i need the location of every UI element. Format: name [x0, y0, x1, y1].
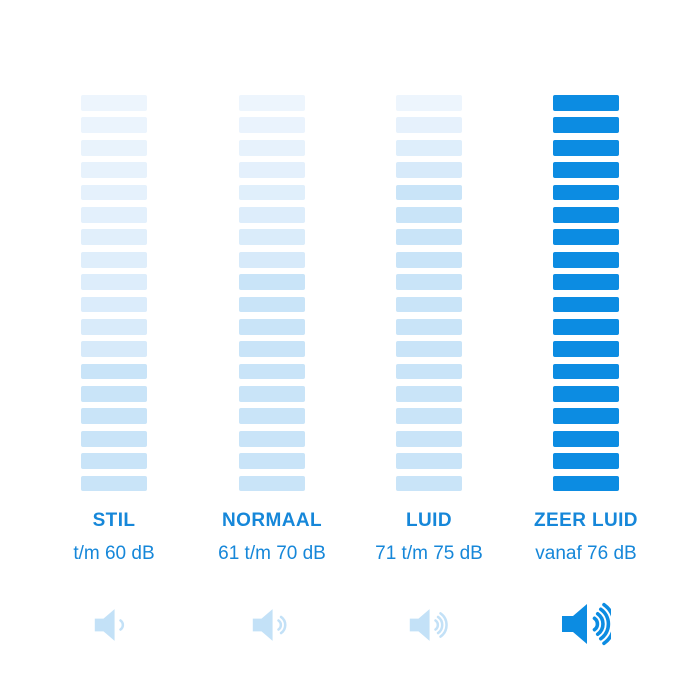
bar [81, 251, 147, 268]
bar [239, 229, 305, 246]
bar [81, 274, 147, 290]
bar [553, 206, 619, 223]
bar [396, 95, 462, 111]
column-label: LUID [406, 510, 452, 531]
bar [81, 408, 147, 425]
bar [553, 386, 619, 402]
bar [81, 117, 147, 134]
bar [81, 296, 147, 313]
bar-stack [239, 95, 305, 492]
bar [239, 251, 305, 268]
speaker-3-waves-icon [350, 606, 508, 644]
bar [553, 363, 619, 380]
bar [239, 475, 305, 492]
speaker-icon [410, 609, 448, 641]
bar [396, 296, 462, 313]
column-range-label: t/m 60 dB [73, 543, 155, 564]
speaker-icon [253, 609, 287, 641]
bar [81, 318, 147, 335]
bar [553, 318, 619, 335]
sound-column: NORMAAL 61 t/m 70 dB [193, 0, 351, 700]
sound-column: ZEER LUID vanaf 76 dB [507, 0, 665, 700]
bar [239, 430, 305, 447]
bar [81, 229, 147, 246]
column-range-label: 61 t/m 70 dB [218, 543, 326, 564]
bar [553, 408, 619, 425]
bar [553, 229, 619, 246]
bar [396, 229, 462, 246]
bar [396, 475, 462, 492]
bar [239, 318, 305, 335]
bar [553, 430, 619, 447]
bar [553, 274, 619, 290]
bar [396, 408, 462, 425]
bar [239, 274, 305, 290]
bar [239, 386, 305, 402]
bar [81, 386, 147, 402]
bar [239, 206, 305, 223]
bar [81, 184, 147, 201]
column-range-label: vanaf 76 dB [535, 543, 637, 564]
sound-column: STIL t/m 60 dB [35, 0, 193, 700]
bar [81, 95, 147, 111]
bar [396, 184, 462, 201]
bar [553, 251, 619, 268]
bar [239, 184, 305, 201]
bar [396, 363, 462, 380]
speaker-4-waves-icon [507, 600, 665, 648]
bar [239, 162, 305, 178]
bar [239, 408, 305, 425]
bar [239, 95, 305, 111]
bar [396, 139, 462, 156]
bar [396, 341, 462, 358]
bar [553, 139, 619, 156]
sound-column: LUID 71 t/m 75 dB [350, 0, 508, 700]
bar [553, 117, 619, 134]
bar-stack [81, 95, 147, 492]
bar [396, 386, 462, 402]
bar [81, 206, 147, 223]
bar [396, 251, 462, 268]
bar [396, 274, 462, 290]
bar [239, 296, 305, 313]
bar [81, 453, 147, 470]
bar [81, 430, 147, 447]
bar [81, 162, 147, 178]
bar [553, 95, 619, 111]
bar [239, 363, 305, 380]
column-label: STIL [92, 510, 136, 531]
bar [396, 430, 462, 447]
column-range-label: 71 t/m 75 dB [375, 543, 483, 564]
bar [553, 296, 619, 313]
bar [396, 453, 462, 470]
bar [239, 139, 305, 156]
bar [553, 162, 619, 178]
bar [81, 363, 147, 380]
bar [553, 475, 619, 492]
speaker-2-waves-icon [193, 606, 351, 644]
bar [553, 341, 619, 358]
bar [239, 341, 305, 358]
bar-stack [553, 95, 619, 492]
bar [81, 475, 147, 492]
column-label: ZEER LUID [534, 510, 638, 531]
bar [396, 318, 462, 335]
speaker-icon [95, 609, 125, 641]
bar [396, 206, 462, 223]
speaker-1-wave-icon [35, 606, 193, 644]
bar [396, 162, 462, 178]
bar [239, 453, 305, 470]
speaker-icon [562, 602, 616, 646]
bar [553, 184, 619, 201]
bar [81, 139, 147, 156]
bar [81, 341, 147, 358]
bar-stack [396, 95, 462, 492]
column-label: NORMAAL [222, 510, 322, 531]
bar [553, 453, 619, 470]
bar [239, 117, 305, 134]
bar [396, 117, 462, 134]
